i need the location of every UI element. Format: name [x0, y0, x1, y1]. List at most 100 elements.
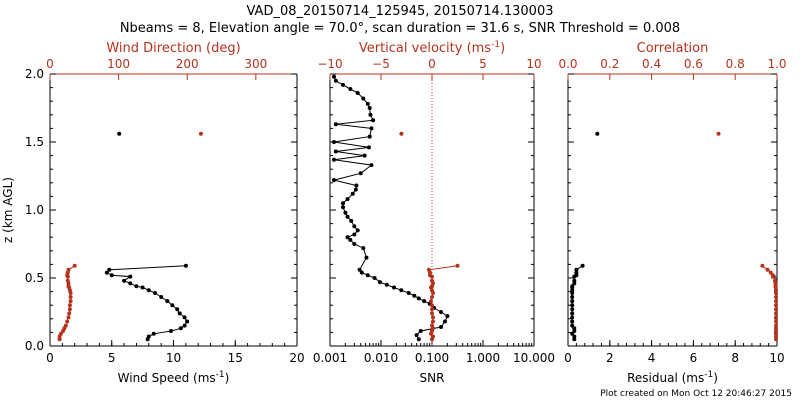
data-point [773, 284, 778, 289]
top-tick-label: 0.8 [726, 57, 745, 71]
data-point [333, 78, 338, 83]
data-point [352, 242, 357, 246]
top-tick-label: 200 [176, 57, 199, 71]
data-point [72, 263, 77, 268]
data-point [570, 291, 575, 295]
top-tick-label: −5 [372, 57, 390, 71]
data-point [178, 326, 183, 331]
data-point [185, 319, 190, 324]
data-point [574, 270, 579, 275]
title-line1: VAD_08_20150714_125945, 20150714.130003 [247, 4, 554, 19]
data-point [341, 205, 345, 210]
data-point [372, 276, 377, 280]
data-point [151, 331, 156, 336]
top-axis-label: Correlation [637, 41, 709, 56]
top-axis-label: Wind Direction (deg) [106, 41, 240, 56]
series-line [106, 265, 188, 340]
data-point [418, 329, 423, 333]
data-point [67, 303, 72, 308]
x-tick-label: 0.100 [415, 351, 449, 365]
data-point [572, 278, 577, 283]
data-point [439, 325, 443, 329]
data-point [430, 323, 434, 328]
data-point [109, 273, 114, 278]
data-point [128, 281, 133, 286]
data-point [399, 131, 404, 136]
data-point [774, 303, 778, 308]
data-point [65, 278, 70, 283]
data-point [414, 333, 419, 338]
data-point [392, 285, 396, 290]
data-point [399, 288, 404, 293]
data-point [774, 299, 778, 304]
data-point [66, 284, 71, 289]
x-axis-label: Wind Speed (ms-1) [118, 370, 230, 385]
data-point [377, 280, 382, 285]
data-point [159, 295, 164, 299]
data-point [760, 263, 765, 268]
top-tick-label: 0.0 [558, 57, 577, 71]
data-point [345, 197, 350, 202]
data-point [426, 267, 431, 272]
data-point [429, 299, 433, 304]
data-point [361, 246, 366, 251]
data-point [774, 331, 778, 336]
top-tick-label: 1.0 [767, 57, 786, 71]
data-point [570, 284, 575, 289]
data-point [348, 87, 353, 91]
data-point [574, 267, 579, 272]
data-point [134, 284, 139, 289]
data-point [580, 263, 585, 268]
data-point [359, 270, 364, 275]
data-point [170, 303, 175, 308]
data-point [570, 315, 575, 320]
data-point [153, 291, 157, 295]
data-point [430, 278, 434, 283]
data-point [772, 278, 777, 283]
x-tick-label: 6 [690, 351, 698, 365]
top-tick-label: −10 [317, 57, 342, 71]
x-tick-label: 8 [731, 351, 739, 365]
footer-text: Plot created on Mon Oct 12 20:46:27 2015 [600, 389, 792, 399]
y-tick-label: 0.5 [25, 271, 44, 285]
data-point [343, 210, 348, 215]
data-point [354, 183, 359, 188]
data-point [770, 273, 775, 278]
x-tick-label: 0.010 [364, 351, 398, 365]
data-point [165, 299, 170, 304]
data-point [333, 122, 338, 127]
data-point [357, 267, 362, 272]
y-tick-label: 1.5 [25, 135, 44, 149]
top-axis-label: Vertical velocity (ms-1) [359, 40, 505, 56]
data-point [445, 314, 450, 319]
data-point [348, 237, 353, 242]
data-point [595, 131, 600, 136]
data-point [430, 307, 434, 312]
data-point [570, 299, 575, 304]
data-point [384, 282, 389, 287]
data-point [65, 319, 70, 324]
data-point [365, 273, 370, 278]
data-point [431, 319, 435, 324]
panel-vertical: 0.001 0.010 0.100 1.000 10.000 −10 −5 0 5 10 [313, 57, 555, 365]
data-point [768, 270, 773, 275]
y-tick-label: 1.0 [25, 203, 44, 217]
data-point [369, 126, 374, 131]
data-point [332, 157, 336, 162]
data-point [355, 91, 360, 95]
data-point [570, 319, 575, 324]
data-point [570, 331, 575, 336]
top-tick-label: 0.6 [684, 57, 703, 71]
data-point [352, 224, 357, 229]
data-point [332, 140, 336, 144]
x-tick-label: 2 [606, 351, 614, 365]
data-point [431, 315, 435, 320]
data-point [369, 163, 374, 168]
data-point [341, 201, 345, 206]
data-point [774, 311, 778, 316]
data-point [104, 270, 109, 275]
data-point [66, 315, 71, 320]
data-point [371, 118, 376, 123]
x-tick-label: 1.000 [466, 351, 500, 365]
data-point [774, 319, 778, 324]
